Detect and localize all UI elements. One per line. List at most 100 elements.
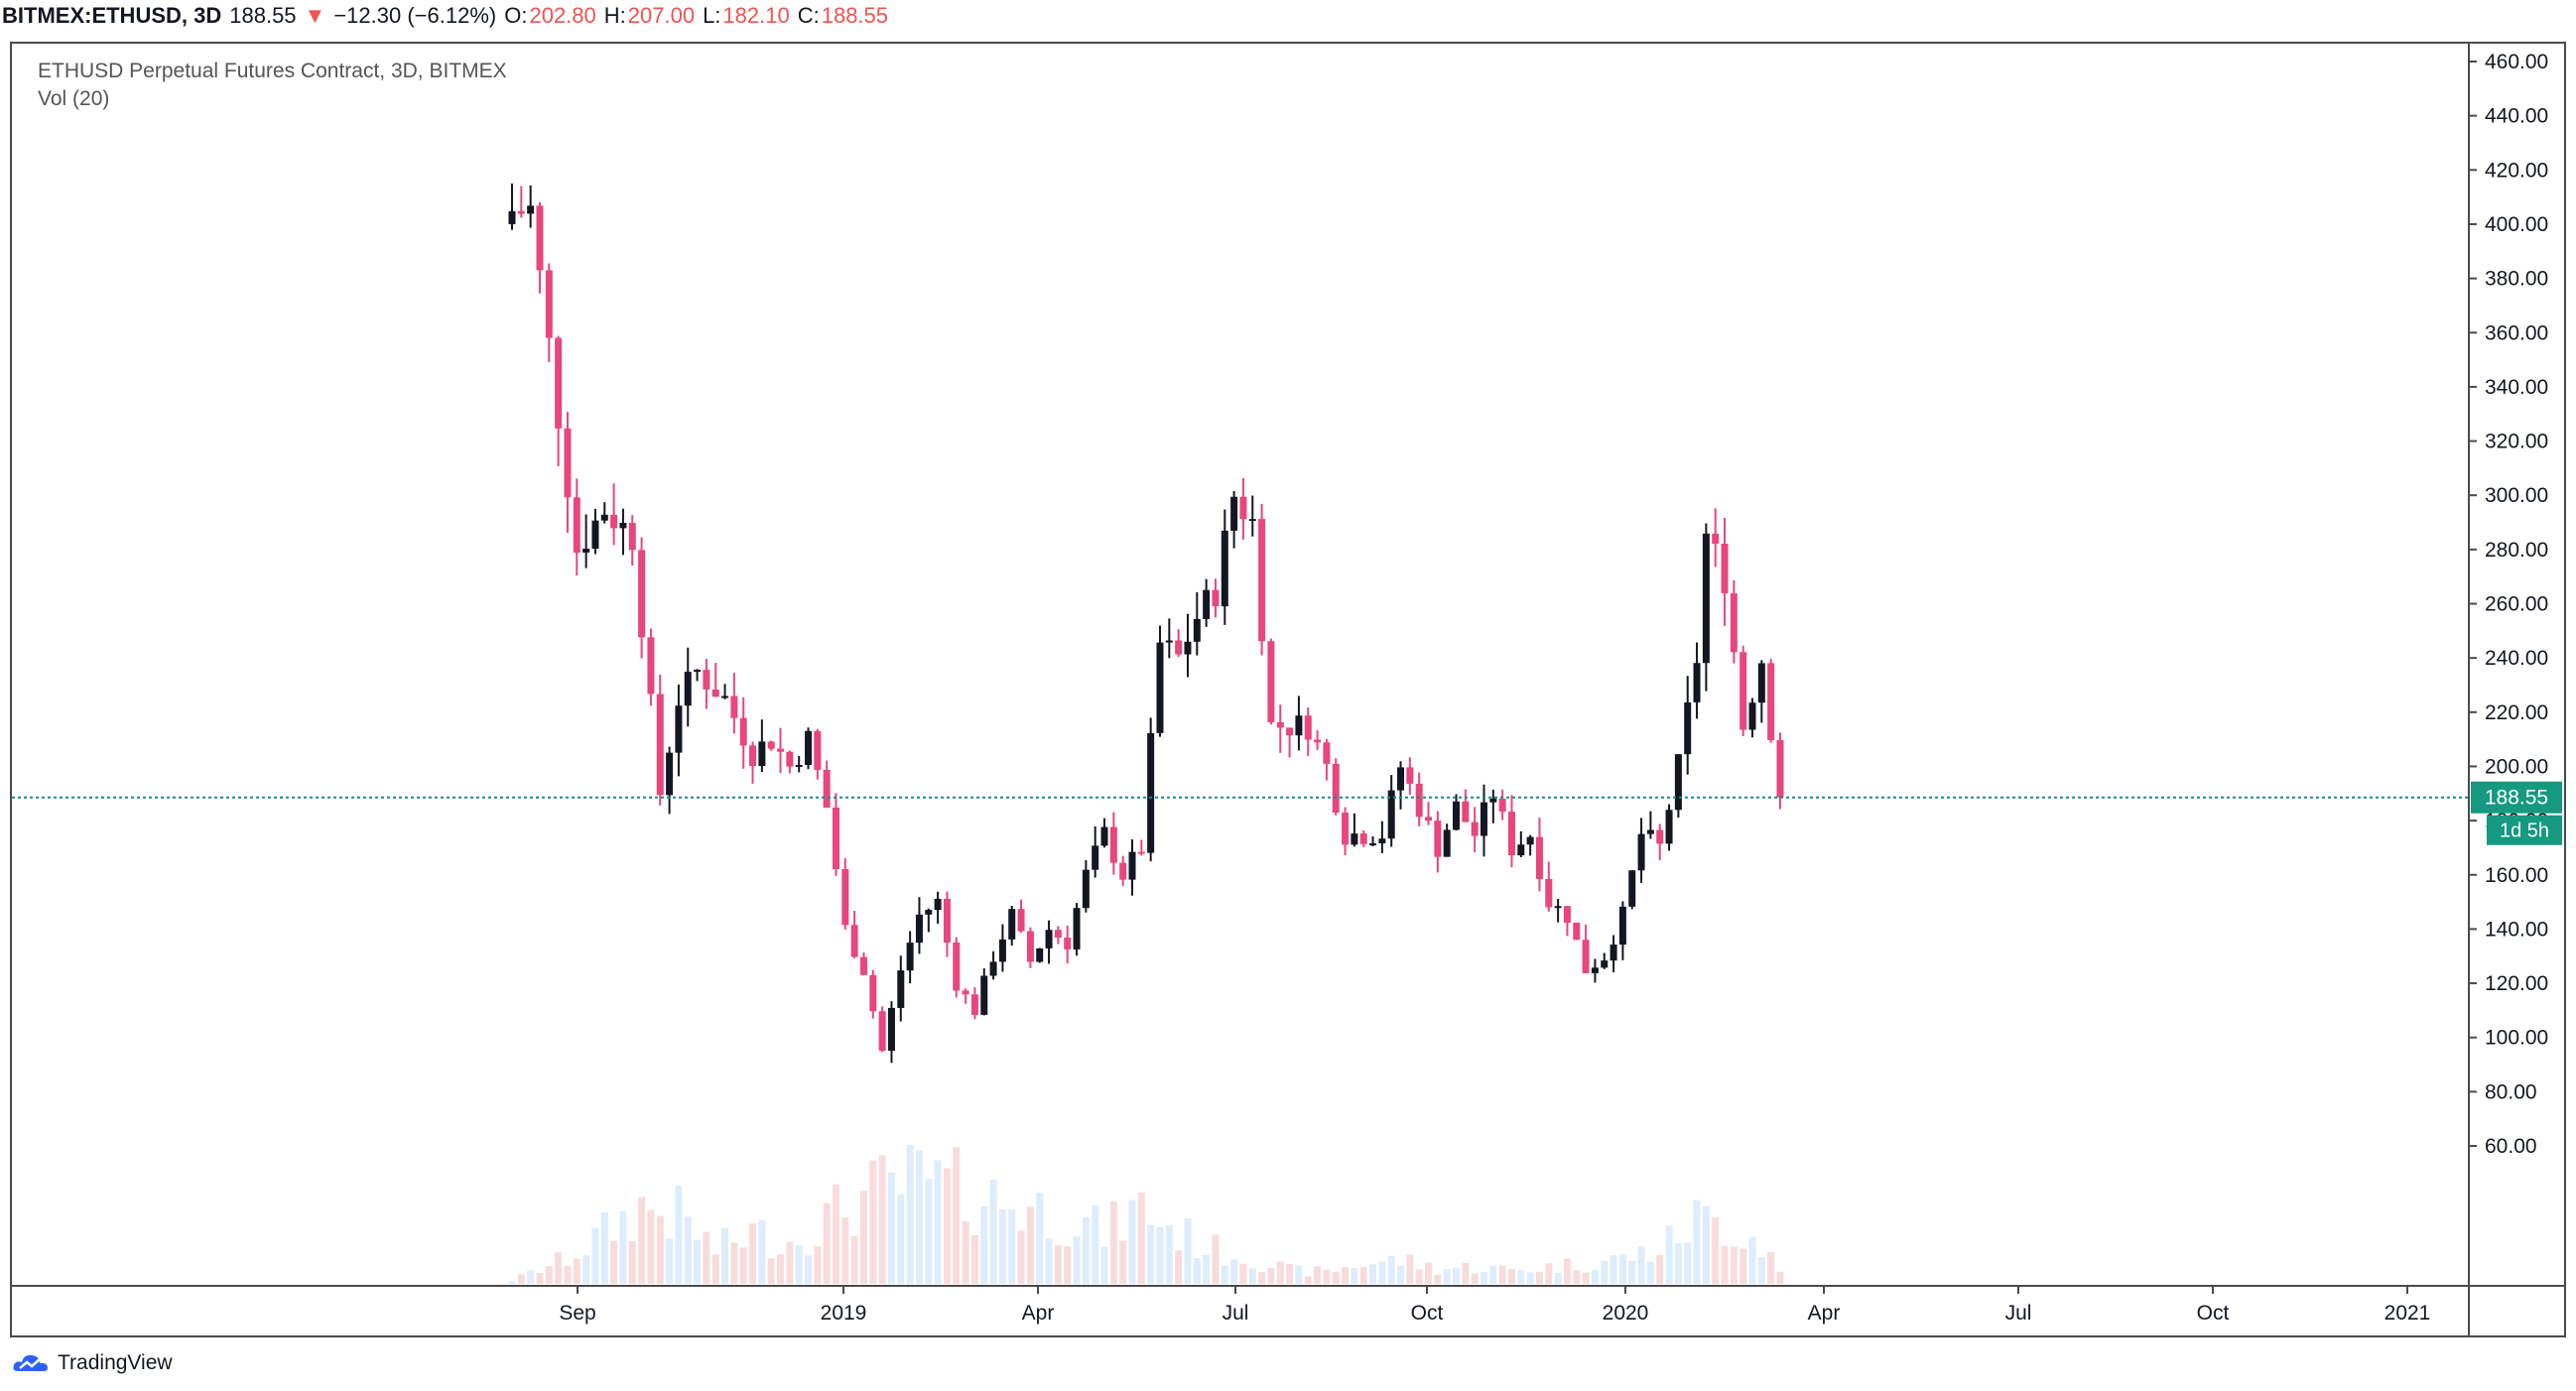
volume-bar <box>1387 1255 1395 1284</box>
candle-body <box>1610 945 1617 961</box>
volume-bar <box>1008 1209 1016 1284</box>
x-tick-label: 2021 <box>2384 1302 2431 1325</box>
volume-bar <box>573 1258 580 1284</box>
candle-body <box>805 730 813 765</box>
volume-bar <box>1434 1274 1442 1284</box>
candle-body <box>1739 652 1747 730</box>
price-label-text: 188.55 <box>2485 787 2548 810</box>
volume-bar <box>1573 1270 1581 1284</box>
candle-body <box>1702 533 1710 664</box>
candle-body <box>1276 721 1284 728</box>
candle-body <box>1637 833 1645 871</box>
y-tick-label: 120.00 <box>2485 972 2548 995</box>
candle-body <box>1359 833 1367 844</box>
y-tick-label: 380.00 <box>2485 268 2548 291</box>
volume-bar <box>1674 1243 1682 1284</box>
candle-body <box>943 898 951 944</box>
volume-bar <box>1545 1263 1553 1284</box>
countdown-label: 1d 5h <box>2487 815 2562 845</box>
chart-panel[interactable]: 60.0080.00100.00120.00140.00160.00180.00… <box>10 42 2566 1337</box>
candle-body <box>619 523 627 529</box>
volume-bar <box>1137 1192 1145 1284</box>
volume-bar <box>1462 1262 1470 1284</box>
volume-bar <box>656 1215 664 1284</box>
volume-bar <box>1054 1244 1062 1284</box>
volume-bar <box>1073 1236 1081 1284</box>
volume-bar <box>1165 1224 1173 1284</box>
candle-body <box>711 689 719 697</box>
volume-bar <box>1702 1205 1710 1284</box>
volume-bar <box>1721 1246 1729 1284</box>
candle-body <box>1748 702 1756 730</box>
candle-body <box>1109 826 1117 863</box>
volume-bar <box>1175 1250 1183 1284</box>
volume-bar <box>749 1223 757 1284</box>
volume-bar <box>1276 1261 1284 1284</box>
candle-body <box>1026 931 1034 962</box>
volume-bar <box>1239 1263 1247 1284</box>
volume-bar <box>619 1210 627 1284</box>
high-label: H: <box>603 3 626 28</box>
volume-bar <box>555 1252 563 1284</box>
candle-body <box>1100 826 1108 846</box>
volume-bar <box>1286 1263 1294 1284</box>
volume-bar <box>1591 1270 1599 1284</box>
candle-body <box>1674 754 1682 811</box>
volume-bar <box>934 1160 942 1284</box>
logo-text: TradingView <box>58 1351 173 1374</box>
candle-body <box>666 752 674 796</box>
low-value: 182.10 <box>722 3 790 28</box>
candle-body <box>1628 870 1636 907</box>
volume-bar <box>666 1238 674 1284</box>
candle-body <box>591 520 599 550</box>
candle-body <box>721 696 729 698</box>
candle-body <box>1489 798 1497 803</box>
volume-bar <box>805 1255 813 1284</box>
candle-body <box>1351 833 1358 845</box>
volume-legend[interactable]: Vol (20) <box>38 87 110 110</box>
y-tick-label: 420.00 <box>2485 159 2548 182</box>
candle-body <box>1757 663 1765 703</box>
symbol-name[interactable]: BITMEX:ETHUSD, 3D <box>2 3 222 28</box>
candle-body <box>1582 940 1590 973</box>
volume-bar <box>970 1234 978 1284</box>
candle-body <box>1721 543 1729 594</box>
candle-body <box>1453 801 1461 830</box>
candle-body <box>545 270 553 338</box>
volume-bar <box>582 1255 590 1284</box>
volume-bar <box>1184 1218 1192 1284</box>
candlestick-chart[interactable]: 60.0080.00100.00120.00140.00160.00180.00… <box>12 44 2564 1335</box>
candle-body <box>906 943 914 971</box>
candle-body <box>1054 930 1062 939</box>
candle-body <box>823 769 831 808</box>
volume-bar <box>628 1240 636 1284</box>
candle-body <box>1332 763 1340 814</box>
candle-body <box>878 1011 886 1051</box>
volume-bar <box>1656 1254 1664 1284</box>
candle-body <box>1618 906 1626 946</box>
candle-body <box>934 898 942 911</box>
y-tick-label: 440.00 <box>2485 105 2548 128</box>
volume-bar <box>1342 1267 1350 1284</box>
volume-bar <box>1369 1264 1377 1284</box>
candle-body <box>1128 851 1136 880</box>
candle-body <box>850 925 858 957</box>
y-tick-label: 360.00 <box>2485 321 2548 344</box>
symbol-header: BITMEX:ETHUSD, 3D 188.55 ▼ −12.30 (−6.12… <box>0 0 896 32</box>
candle-body <box>703 670 710 690</box>
candle-body <box>1563 906 1571 923</box>
volume-bar <box>897 1194 905 1284</box>
x-tick-label: 2019 <box>821 1302 867 1325</box>
candle-body <box>1082 869 1090 909</box>
candle-body <box>1267 641 1275 722</box>
candle-body <box>656 694 664 796</box>
candle-body <box>1092 845 1099 870</box>
candle-body <box>887 1007 895 1051</box>
volume-bar <box>1036 1193 1044 1284</box>
volume-bar <box>980 1205 988 1284</box>
tradingview-logo[interactable]: TradingView <box>12 1351 173 1375</box>
volume-bar <box>1526 1272 1534 1284</box>
candle-body <box>915 914 923 944</box>
candle-body <box>1286 727 1294 736</box>
volume-bar <box>1748 1236 1756 1284</box>
